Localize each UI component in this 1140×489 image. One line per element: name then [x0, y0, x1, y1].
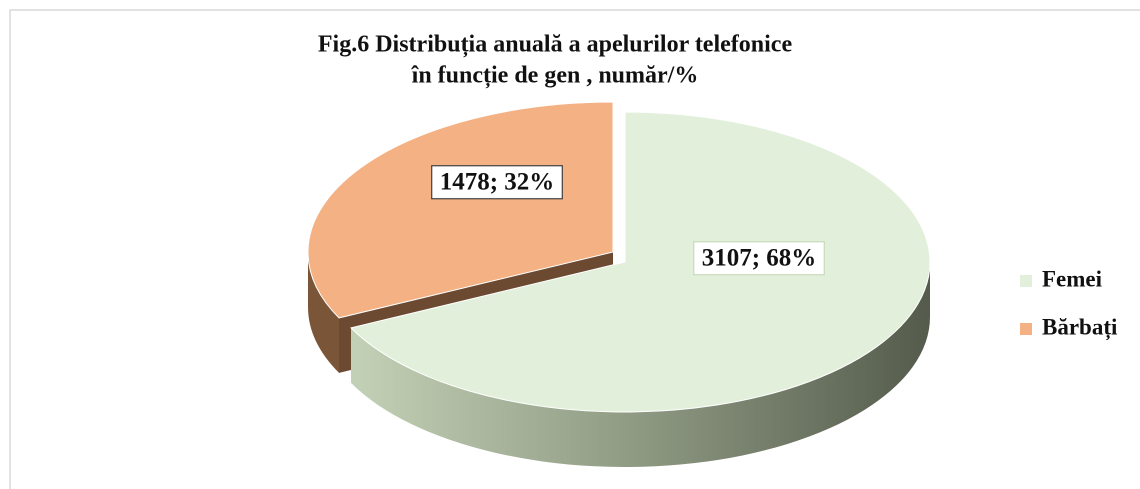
data-label-box [431, 165, 563, 200]
slice [350, 111, 931, 413]
chart-frame [9, 9, 1140, 489]
labels: 3107; 68% 1478; 32% [431, 165, 825, 276]
slice-side [351, 262, 930, 468]
slice-side [308, 252, 339, 373]
legend-swatch [1020, 323, 1032, 335]
data-label-box [693, 241, 825, 276]
chart-title: în funcție de gen , număr/% [411, 63, 699, 89]
data-label: 1478; 32% [440, 169, 555, 196]
slice [307, 101, 614, 319]
legend: Femei Bărbați [1020, 266, 1118, 340]
data-label: 3107; 68% [702, 245, 817, 272]
legend-label: Femei [1042, 266, 1103, 291]
legend-swatch [1020, 275, 1032, 287]
legend-label: Bărbați [1042, 314, 1118, 340]
pie [307, 101, 931, 468]
chart-title: Fig.6 Distribuția anuală a apelurilor te… [318, 32, 793, 58]
